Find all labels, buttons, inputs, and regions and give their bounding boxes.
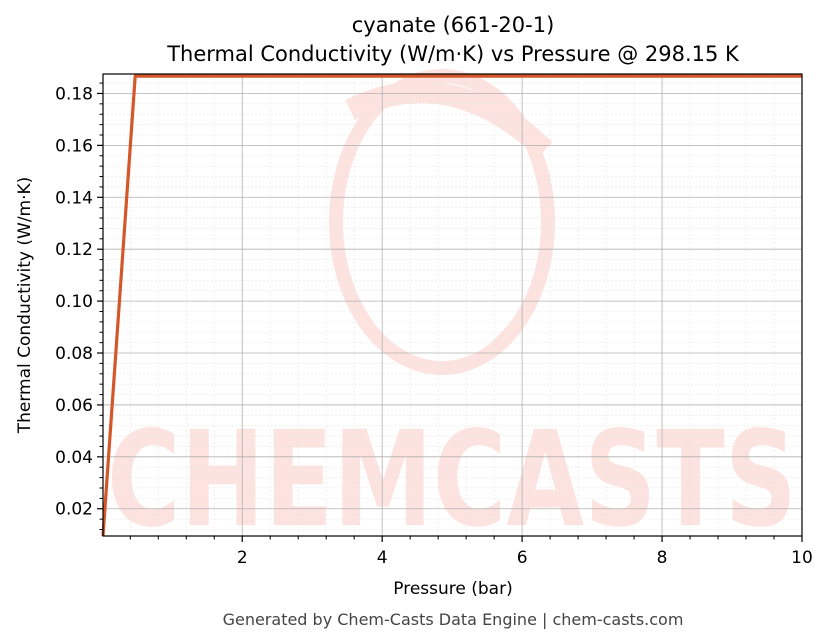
x-tick-label: 4 [377, 548, 388, 568]
y-axis-ticks: 0.02 0.04 0.06 0.08 0.10 0.12 0.14 0.16 0.18 [55, 82, 103, 531]
chart-subtitle: Thermal Conductivity (W/m·K) vs Pressure… [166, 42, 740, 66]
x-tick-label: 10 [791, 548, 813, 568]
chart-title: cyanate (661-20-1) [352, 13, 555, 37]
x-tick-label: 2 [237, 548, 248, 568]
y-tick-label: 0.18 [55, 84, 93, 104]
y-tick-label: 0.06 [55, 396, 93, 416]
minor-grid [103, 74, 802, 536]
y-tick-label: 0.08 [55, 344, 93, 364]
y-tick-label: 0.02 [55, 500, 93, 520]
series-line [101, 74, 802, 537]
x-tick-label: 8 [657, 548, 668, 568]
y-tick-label: 0.12 [55, 240, 93, 260]
chemcasts-watermark: CHEMCASTS [107, 69, 797, 557]
x-tick-label: 6 [517, 548, 528, 568]
x-axis-label: Pressure (bar) [393, 579, 512, 599]
x-axis-ticks: 2 4 6 8 10 [129, 536, 813, 568]
y-axis-label: Thermal Conductivity (W/m·K) [15, 177, 35, 435]
y-tick-label: 0.10 [55, 292, 93, 312]
y-tick-label: 0.16 [55, 136, 93, 156]
watermark-text: CHEMCASTS [107, 403, 797, 557]
watermark-swirl-logo [329, 69, 555, 375]
footer-credit: Generated by Chem-Casts Data Engine | ch… [223, 610, 684, 629]
y-tick-label: 0.04 [55, 448, 93, 468]
plot-frame [102, 73, 803, 537]
y-tick-label: 0.14 [55, 188, 93, 208]
series-layer [101, 74, 802, 537]
major-grid [103, 74, 803, 536]
